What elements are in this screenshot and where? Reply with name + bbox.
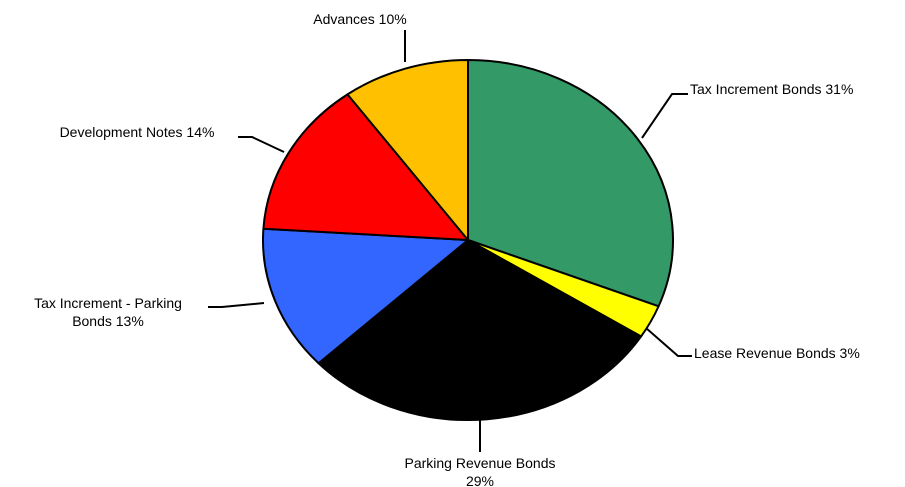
slice-label-line: Development Notes 14% <box>60 124 215 140</box>
slice-label: Advances 10% <box>313 11 406 27</box>
slice-label-line: Advances 10% <box>313 11 406 27</box>
slice-label-line: Tax Increment - Parking <box>34 295 182 311</box>
pie-slice-tax-increment-parking-bonds <box>262 227 469 365</box>
slice-label: Parking Revenue Bonds 29% <box>405 455 556 487</box>
pie-slice-tax-increment-bonds <box>467 59 674 308</box>
slice-label: Tax Increment - Parking Bonds 13% <box>34 295 182 329</box>
slice-labels: Tax Increment Bonds 31% Lease Revenue Bon… <box>34 11 860 487</box>
slice-label-line: Parking Revenue Bonds <box>405 455 556 471</box>
pie-slice-development-notes <box>262 93 469 241</box>
slice-label: Tax Increment Bonds 31% <box>690 81 853 97</box>
slice-label-line: 29% <box>466 473 494 487</box>
leader-lines <box>208 30 692 452</box>
pie-slice-advances <box>346 59 469 241</box>
leader-line <box>641 93 688 139</box>
slice-label-line: Bonds 13% <box>72 313 144 329</box>
slice-label: Lease Revenue Bonds 3% <box>694 345 860 361</box>
leader-line <box>645 327 692 357</box>
slice-label-line: Lease Revenue Bonds 3% <box>694 345 860 361</box>
pie-slice-parking-revenue-bonds <box>317 239 643 421</box>
leader-line <box>238 136 285 153</box>
slice-label-line: Tax Increment Bonds 31% <box>690 81 853 97</box>
slice-label: Development Notes 14% <box>60 124 215 140</box>
leader-line <box>208 302 265 308</box>
pie-slices <box>262 59 674 421</box>
